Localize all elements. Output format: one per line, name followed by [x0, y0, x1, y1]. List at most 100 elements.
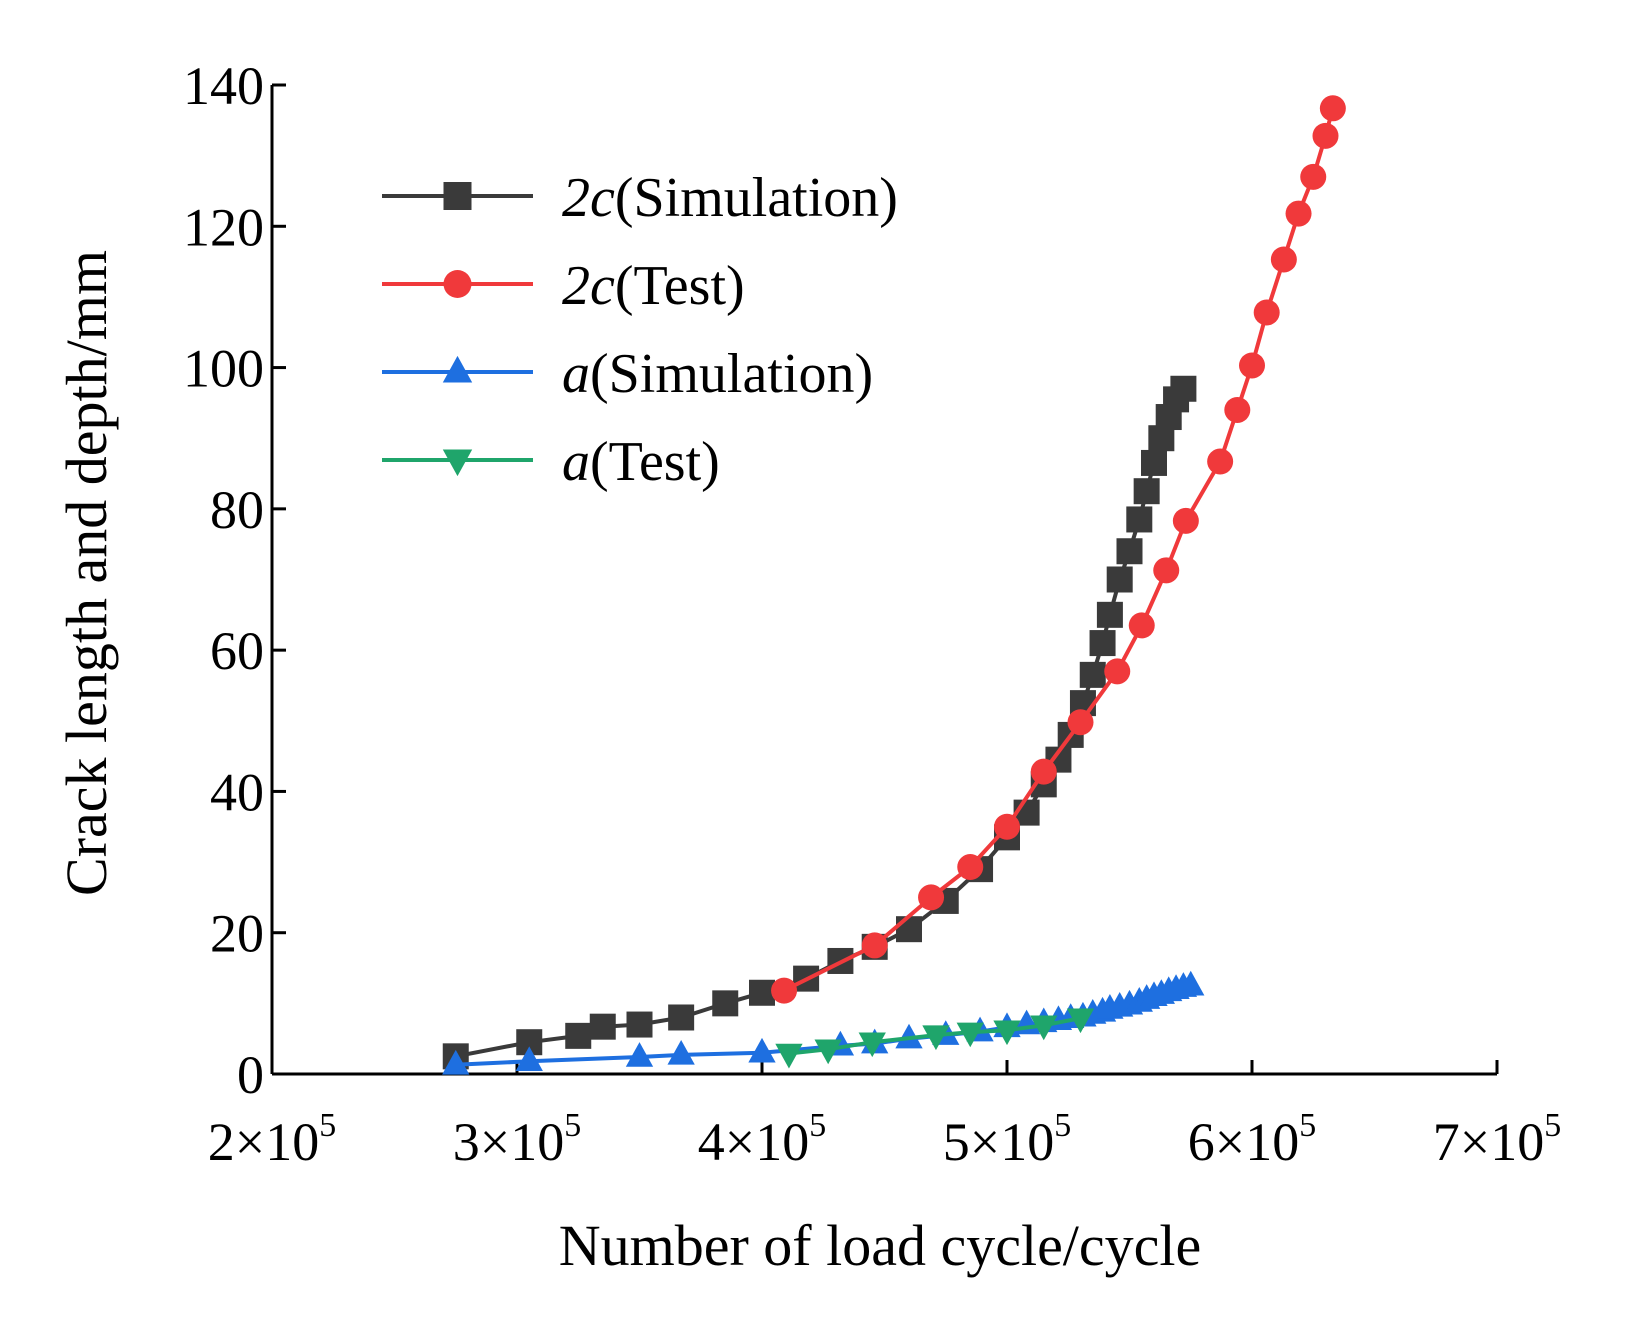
y-tick-label: 100: [183, 339, 264, 399]
legend-item: 2c(Test): [382, 255, 745, 317]
legend-symbol: a: [562, 431, 590, 493]
legend-suffix: (Test): [615, 255, 745, 317]
data-point: [668, 1004, 695, 1031]
x-axis-title: Number of load cycle/cycle: [559, 1213, 1202, 1278]
legend-marker: [442, 355, 473, 383]
data-point: [1116, 538, 1143, 565]
data-point: [861, 932, 888, 959]
x-tick-mantissa: 5: [943, 1112, 970, 1172]
data-point: [896, 916, 922, 943]
x-tick-mantissa: 4: [698, 1112, 725, 1172]
series-a(Test): [775, 1008, 1095, 1069]
data-point: [895, 1023, 923, 1049]
y-tick-label: 20: [210, 904, 264, 964]
legend-label: 2c(Test): [562, 255, 745, 317]
data-point: [918, 884, 945, 911]
data-point: [1079, 661, 1106, 688]
data-point: [1128, 612, 1155, 639]
legend-marker: [443, 182, 472, 210]
axes: [270, 85, 1497, 1076]
data-point: [1253, 299, 1280, 326]
legend-label: 2c(Simulation): [562, 167, 898, 229]
data-point: [1030, 1015, 1058, 1041]
legend-suffix: (Simulation): [615, 167, 898, 229]
x-tick-exponent: 5: [809, 1107, 826, 1144]
data-point: [1126, 506, 1153, 533]
legend-symbol: 2c: [562, 167, 615, 229]
legend-suffix: (Test): [590, 431, 720, 493]
legend-item: 2c(Simulation): [382, 167, 898, 229]
series-layer: [442, 95, 1346, 1075]
legend: 2c(Simulation)2c(Test)a(Simulation)a(Tes…: [382, 167, 898, 493]
x-tick-mantissa: 6: [1188, 1112, 1215, 1172]
legend-symbol: a: [562, 343, 590, 405]
legend-marker: [442, 449, 473, 477]
data-point: [1270, 246, 1297, 273]
y-tick-label: 140: [183, 56, 264, 116]
data-point: [922, 1025, 950, 1051]
data-point: [712, 990, 739, 1017]
series-line: [783, 107, 1335, 993]
legend-label: a(Simulation): [562, 343, 873, 405]
data-point: [748, 1037, 776, 1063]
data-point: [1096, 601, 1123, 628]
series-2c(Test): [771, 95, 1346, 1004]
data-point: [1312, 122, 1339, 149]
data-point: [1170, 375, 1197, 402]
data-point: [1172, 507, 1199, 534]
data-point: [667, 1039, 695, 1065]
x-tick-times: ×10: [970, 1112, 1054, 1172]
data-point: [1285, 200, 1312, 227]
data-point: [956, 1022, 984, 1048]
y-tick-label: 120: [183, 197, 264, 257]
x-tick-mantissa: 3: [453, 1112, 480, 1172]
x-tick-times: ×10: [235, 1112, 319, 1172]
data-point: [1133, 478, 1160, 505]
data-point: [1177, 970, 1205, 996]
y-tick-label: 40: [210, 762, 264, 822]
data-point: [1089, 630, 1116, 657]
y-tick-label: 80: [210, 480, 264, 540]
data-point: [993, 1020, 1021, 1046]
y-axis-title: Crack length and depth/mm: [54, 250, 119, 896]
x-tick-exponent: 5: [1544, 1107, 1561, 1144]
legend-marker: [443, 270, 472, 298]
x-tick-label: 6×105: [1188, 1107, 1316, 1172]
data-point: [1300, 163, 1327, 190]
legend-item: a(Simulation): [382, 343, 873, 405]
data-point: [994, 813, 1020, 840]
x-tick-times: ×10: [725, 1112, 809, 1172]
data-point: [1104, 658, 1131, 685]
legend-symbol: 2c: [562, 255, 615, 317]
data-point: [515, 1046, 543, 1072]
data-point: [957, 854, 984, 881]
y-tick-label: 0: [237, 1045, 264, 1105]
data-point: [1030, 758, 1057, 785]
data-point: [1207, 448, 1234, 475]
data-point: [775, 1043, 803, 1069]
data-point: [1066, 1008, 1095, 1034]
legend-suffix: (Simulation): [590, 343, 873, 405]
data-point: [1224, 396, 1251, 423]
data-point: [589, 1013, 616, 1040]
x-tick-mantissa: 7: [1433, 1112, 1460, 1172]
data-point: [1153, 557, 1180, 584]
x-tick-label: 7×105: [1433, 1107, 1561, 1172]
data-point: [1106, 566, 1133, 593]
x-tick-mantissa: 2: [208, 1112, 235, 1172]
data-point: [565, 1022, 592, 1049]
legend-item: a(Test): [382, 431, 720, 493]
x-tick-label: 4×105: [698, 1107, 826, 1172]
data-point: [625, 1042, 654, 1067]
data-point: [1319, 95, 1346, 122]
y-tick-label: 60: [210, 621, 264, 681]
data-point: [626, 1011, 653, 1038]
x-tick-exponent: 5: [319, 1107, 336, 1144]
data-point: [442, 1049, 470, 1075]
x-tick-exponent: 5: [1299, 1107, 1316, 1144]
x-tick-times: ×10: [480, 1112, 564, 1172]
data-point: [814, 1039, 842, 1065]
legend-label: a(Test): [562, 431, 720, 493]
